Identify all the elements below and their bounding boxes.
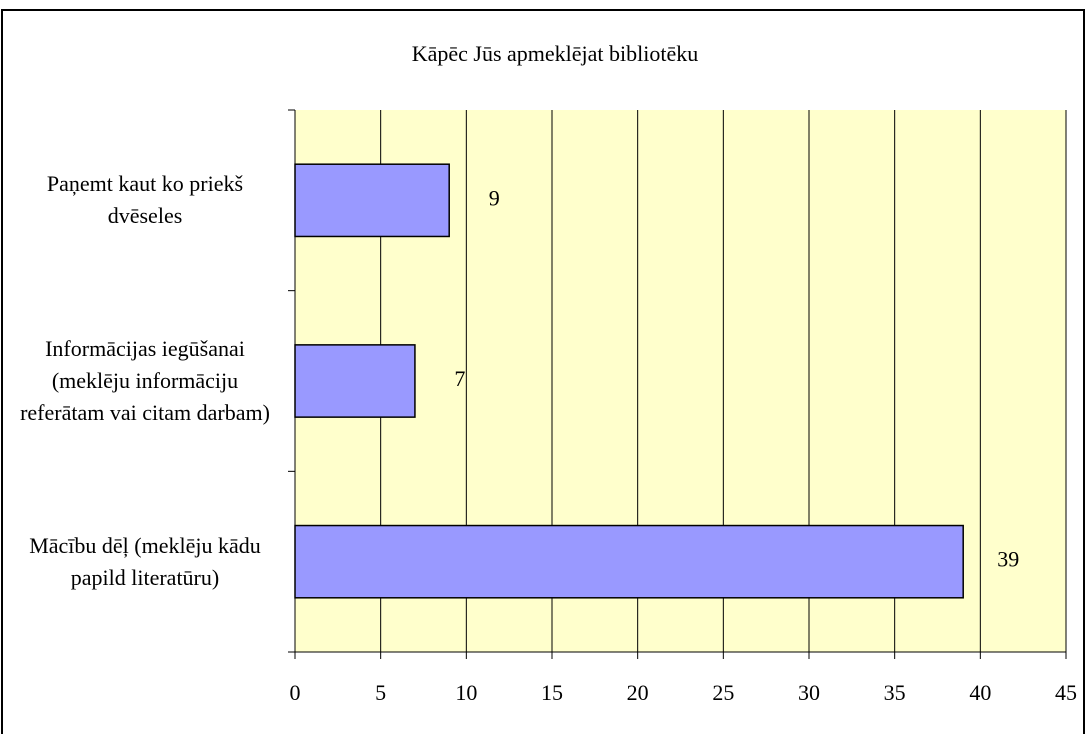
chart-title: Kāpēc Jūs apmeklējat bibliotēku <box>412 41 699 66</box>
x-tick-label: 35 <box>884 680 906 705</box>
x-tick-label: 5 <box>375 680 386 705</box>
data-label: 9 <box>489 185 500 210</box>
x-tick-label: 10 <box>455 680 477 705</box>
bar <box>294 524 964 599</box>
y-tick-label: Mācību dēļ (meklēju kādu papild literatū… <box>29 532 261 590</box>
x-tick-label: 30 <box>798 680 820 705</box>
bar <box>294 163 450 238</box>
x-tick-label: 0 <box>290 680 301 705</box>
data-label: 39 <box>997 547 1019 572</box>
x-tick-label: 45 <box>1055 680 1077 705</box>
data-label: 7 <box>454 366 465 391</box>
x-tick-label: 20 <box>627 680 649 705</box>
bar <box>294 344 416 418</box>
y-tick-label: Informācijas iegūšanai (meklēju informāc… <box>20 336 270 425</box>
y-tick-label: Paņemt kaut ko priekš dvēseles <box>46 171 244 229</box>
x-tick-label: 25 <box>712 680 734 705</box>
x-tick-label: 40 <box>969 680 991 705</box>
x-tick-label: 15 <box>541 680 563 705</box>
